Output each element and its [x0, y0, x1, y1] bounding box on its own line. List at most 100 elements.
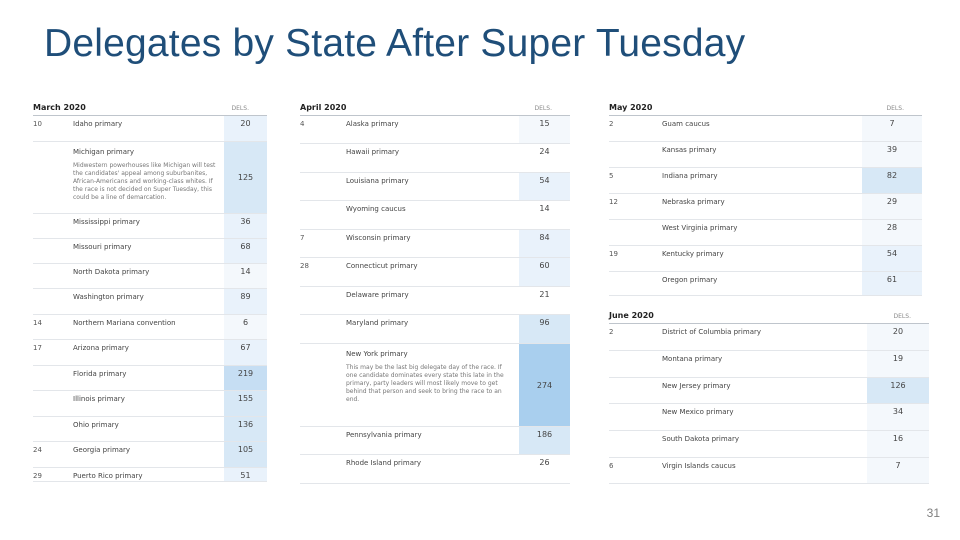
delegate-count: 186	[519, 427, 570, 454]
contest-cell: Rhode Island primary	[346, 455, 519, 483]
june-table-header: June 2020 DELS.	[609, 302, 929, 324]
contest-date	[609, 378, 662, 403]
month-heading: March 2020	[33, 103, 86, 112]
delegate-count: 61	[862, 272, 922, 295]
table-row: 10 Idaho primary 20	[33, 116, 267, 142]
delegate-count: 6	[224, 315, 267, 339]
delegate-count: 54	[519, 173, 570, 200]
contest-cell: Idaho primary	[73, 116, 224, 141]
contest-name: Rhode Island primary	[346, 459, 422, 467]
contest-cell: Nebraska primary	[662, 194, 862, 219]
contest-date	[609, 404, 662, 430]
contest-name: Indiana primary	[662, 172, 718, 180]
contest-cell: Missouri primary	[73, 239, 224, 263]
contest-cell: Michigan primary Midwestern powerhouses l…	[73, 142, 224, 213]
delegate-count: 19	[867, 351, 929, 377]
contest-date	[33, 264, 73, 288]
contest-cell: Louisiana primary	[346, 173, 519, 200]
contest-date: 5	[609, 172, 614, 180]
contest-name: Arizona primary	[73, 344, 129, 352]
contest-name: North Dakota primary	[73, 268, 150, 276]
contest-name: District of Columbia primary	[662, 328, 762, 336]
delegate-count: 89	[224, 289, 267, 314]
table-row: Delaware primary 21	[300, 287, 570, 315]
table-row: Pennsylvania primary 186	[300, 427, 570, 455]
contest-date: 28	[300, 262, 309, 270]
contest-date: 12	[609, 198, 618, 206]
contest-cell: Arizona primary	[73, 340, 224, 365]
delegate-count: 28	[862, 220, 922, 245]
table-row: South Dakota primary 16	[609, 431, 929, 458]
contest-name: Pennsylvania primary	[346, 431, 422, 439]
contest-name: New York primary	[346, 350, 408, 358]
delegate-count: 68	[224, 239, 267, 263]
delegate-count: 105	[224, 442, 267, 467]
table-row: 29 Puerto Rico primary 51	[33, 468, 267, 482]
table-row: Maryland primary 96	[300, 315, 570, 344]
contest-cell: Connecticut primary	[346, 258, 519, 286]
contest-cell: Wyoming caucus	[346, 201, 519, 229]
april-rows: 4 Alaska primary 15 Hawaii primary 24 Louisia…	[300, 116, 570, 484]
june-table: June 2020 DELS. 2 District of Columbia pr…	[609, 302, 929, 484]
contest-cell: North Dakota primary	[73, 264, 224, 288]
contest-cell: Mississippi primary	[73, 214, 224, 238]
table-row: 28 Connecticut primary 60	[300, 258, 570, 287]
table-row: Ohio primary 136	[33, 417, 267, 442]
contest-name: West Virginia primary	[662, 224, 738, 232]
contest-name: Maryland primary	[346, 319, 409, 327]
slide-title: Delegates by State After Super Tuesday	[44, 22, 746, 65]
contest-cell: New York primary This may be the last big…	[346, 344, 519, 426]
table-row: 12 Nebraska primary 29	[609, 194, 922, 220]
delegate-count: 155	[224, 391, 267, 416]
delegate-count: 125	[224, 142, 267, 213]
contest-date	[609, 351, 662, 377]
table-row: North Dakota primary 14	[33, 264, 267, 289]
contest-name: Michigan primary	[73, 148, 135, 156]
table-row: Michigan primary Midwestern powerhouses l…	[33, 142, 267, 214]
march-rows: 10 Idaho primary 20 Michigan primary Midwest…	[33, 116, 267, 482]
contest-cell: West Virginia primary	[662, 220, 862, 245]
contest-cell: Georgia primary	[73, 442, 224, 467]
contest-date	[33, 142, 73, 213]
table-row: Florida primary 219	[33, 366, 267, 391]
contest-date	[609, 431, 662, 457]
delegate-count: 20	[867, 324, 929, 350]
contest-cell: Washington primary	[73, 289, 224, 314]
contest-date	[33, 417, 73, 441]
april-table-header: April 2020 DELS.	[300, 94, 570, 116]
delegate-count: 15	[519, 116, 570, 143]
table-row: Louisiana primary 54	[300, 173, 570, 201]
table-row: Kansas primary 39	[609, 142, 922, 168]
contest-date	[33, 214, 73, 238]
contest-date: 19	[609, 250, 618, 258]
table-row: 2 Guam caucus 7	[609, 116, 922, 142]
june-rows: 2 District of Columbia primary 20 Montana p…	[609, 324, 929, 484]
contest-date	[300, 173, 346, 200]
contest-name: Wisconsin primary	[346, 234, 411, 242]
contest-date	[300, 315, 346, 343]
table-row: 4 Alaska primary 15	[300, 116, 570, 144]
contest-date	[33, 289, 73, 314]
table-row: West Virginia primary 28	[609, 220, 922, 246]
table-row: New York primary This may be the last big…	[300, 344, 570, 427]
delegate-count: 24	[519, 144, 570, 172]
delegate-count: 26	[519, 455, 570, 483]
contest-cell: Florida primary	[73, 366, 224, 390]
delegate-count: 54	[862, 246, 922, 271]
contest-name: Mississippi primary	[73, 218, 140, 226]
contest-date: 10	[33, 120, 42, 128]
contest-cell: Montana primary	[662, 351, 867, 377]
table-row: New Mexico primary 34	[609, 404, 929, 431]
may-table-header: May 2020 DELS.	[609, 94, 922, 116]
contest-name: Hawaii primary	[346, 148, 400, 156]
contest-cell: Guam caucus	[662, 116, 862, 141]
contest-date	[300, 427, 346, 454]
contest-date: 29	[33, 472, 42, 480]
delegate-count: 21	[519, 287, 570, 314]
table-row: 19 Kentucky primary 54	[609, 246, 922, 272]
contest-date: 2	[609, 328, 614, 336]
contest-name: Alaska primary	[346, 120, 399, 128]
table-row: Hawaii primary 24	[300, 144, 570, 173]
contest-date: 24	[33, 446, 42, 454]
table-row: 24 Georgia primary 105	[33, 442, 267, 468]
